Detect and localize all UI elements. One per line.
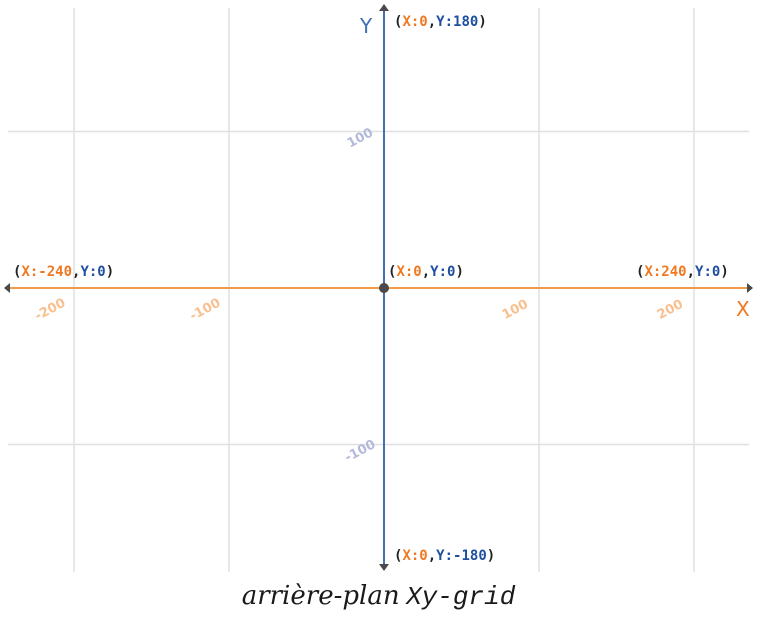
axis-endpoints xyxy=(4,4,753,571)
bottom-end-marker xyxy=(379,564,389,571)
point-right-label: (X:240,Y:0) xyxy=(636,264,729,280)
y-tick-labels: 100 -100 xyxy=(342,125,378,465)
left-end-marker xyxy=(4,283,10,293)
point-origin-label: (X:0,Y:0) xyxy=(388,264,464,280)
caption-code: Xy-grid xyxy=(406,582,516,612)
y-tick-label: 100 xyxy=(345,125,376,151)
top-end-marker xyxy=(379,4,389,11)
caption: arrière-plan Xy-grid xyxy=(0,583,757,610)
y-tick-label: -100 xyxy=(342,437,378,466)
x-tick-label: 100 xyxy=(500,297,531,323)
point-bottom-label: (X:0,Y:-180) xyxy=(394,548,495,564)
xy-grid-diagram: X Y -200 -100 100 200 100 -100 (X:0,Y:180) (… xyxy=(4,4,753,572)
x-tick-labels: -200 -100 100 200 xyxy=(32,296,685,325)
right-end-marker xyxy=(747,283,753,293)
x-axis-name: X xyxy=(736,297,750,321)
origin-dot xyxy=(379,283,389,293)
point-top-label: (X:0,Y:180) xyxy=(394,14,487,30)
gridlines xyxy=(8,8,749,572)
y-axis-name: Y xyxy=(359,14,373,38)
x-tick-label: -100 xyxy=(187,296,223,325)
x-tick-label: -200 xyxy=(32,296,68,325)
point-left-label: (X:-240,Y:0) xyxy=(13,264,114,280)
x-tick-label: 200 xyxy=(655,297,686,323)
caption-italic: arrière-plan xyxy=(241,581,400,611)
